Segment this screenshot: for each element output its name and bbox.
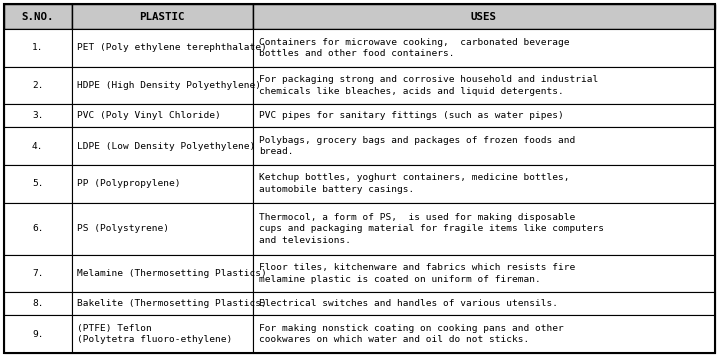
Bar — [253, 29, 715, 67]
Bar — [253, 165, 715, 202]
Text: Bakelite (Thermosetting Plastics): Bakelite (Thermosetting Plastics) — [76, 300, 266, 308]
Text: HDPE (High Density Polyethylene): HDPE (High Density Polyethylene) — [76, 81, 260, 90]
Bar — [72, 292, 253, 315]
Bar — [4, 29, 72, 67]
Bar — [253, 202, 715, 255]
Bar — [253, 292, 715, 315]
Text: PVC (Poly Vinyl Chloride): PVC (Poly Vinyl Chloride) — [76, 111, 220, 120]
Text: Thermocol, a form of PS,  is used for making disposable
cups and packaging mater: Thermocol, a form of PS, is used for mak… — [259, 213, 604, 245]
Text: 7.: 7. — [32, 269, 44, 278]
Bar — [4, 292, 72, 315]
Bar — [4, 165, 72, 202]
Bar — [72, 104, 253, 127]
Text: Melamine (Thermosetting Plastics): Melamine (Thermosetting Plastics) — [76, 269, 266, 278]
Bar — [72, 29, 253, 67]
Text: 3.: 3. — [32, 111, 44, 120]
Bar — [72, 165, 253, 202]
Text: PP (Polypropylene): PP (Polypropylene) — [76, 179, 180, 188]
Bar — [72, 67, 253, 104]
Text: For packaging strong and corrosive household and industrial
chemicals like bleac: For packaging strong and corrosive house… — [259, 75, 598, 96]
Text: 8.: 8. — [32, 300, 44, 308]
Text: Polybags, grocery bags and packages of frozen foods and
bread.: Polybags, grocery bags and packages of f… — [259, 136, 575, 156]
Text: USES: USES — [471, 11, 497, 21]
Bar — [72, 255, 253, 292]
Bar — [253, 67, 715, 104]
Bar — [72, 127, 253, 165]
Bar — [4, 202, 72, 255]
Text: LDPE (Low Density Polyethylene): LDPE (Low Density Polyethylene) — [76, 142, 255, 151]
Bar — [4, 4, 72, 29]
Text: 4.: 4. — [32, 142, 44, 151]
Text: PVC pipes for sanitary fittings (such as water pipes): PVC pipes for sanitary fittings (such as… — [259, 111, 564, 120]
Text: Ketchup bottles, yoghurt containers, medicine bottles,
automobile battery casing: Ketchup bottles, yoghurt containers, med… — [259, 174, 569, 194]
Bar — [253, 255, 715, 292]
Text: Containers for microwave cooking,  carbonated beverage
bottles and other food co: Containers for microwave cooking, carbon… — [259, 38, 569, 58]
Bar — [4, 67, 72, 104]
Text: Electrical switches and handles of various utensils.: Electrical switches and handles of vario… — [259, 300, 558, 308]
Bar — [4, 315, 72, 353]
Bar — [4, 104, 72, 127]
Text: 6.: 6. — [32, 224, 44, 233]
Bar — [72, 315, 253, 353]
Text: S.NO.: S.NO. — [22, 11, 54, 21]
Bar — [253, 4, 715, 29]
Text: PLASTIC: PLASTIC — [139, 11, 185, 21]
Bar — [72, 202, 253, 255]
Bar — [72, 4, 253, 29]
Text: 1.: 1. — [32, 44, 44, 52]
Text: 9.: 9. — [32, 330, 44, 339]
Text: Floor tiles, kitchenware and fabrics which resists fire
melamine plastic is coat: Floor tiles, kitchenware and fabrics whi… — [259, 263, 575, 284]
Text: (PTFE) Teflon
(Polytetra fluoro-ethylene): (PTFE) Teflon (Polytetra fluoro-ethylene… — [76, 324, 232, 345]
Text: PS (Polystyrene): PS (Polystyrene) — [76, 224, 168, 233]
Bar — [253, 127, 715, 165]
Text: PET (Poly ethylene terephthalate): PET (Poly ethylene terephthalate) — [76, 44, 266, 52]
Bar — [253, 315, 715, 353]
Bar — [4, 127, 72, 165]
Text: For making nonstick coating on cooking pans and other
cookwares on which water a: For making nonstick coating on cooking p… — [259, 324, 564, 345]
Text: 5.: 5. — [32, 179, 44, 188]
Bar — [4, 255, 72, 292]
Text: 2.: 2. — [32, 81, 44, 90]
Bar — [253, 104, 715, 127]
